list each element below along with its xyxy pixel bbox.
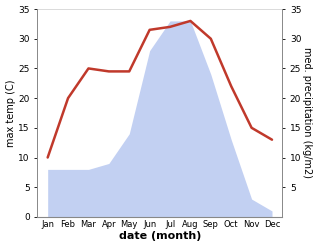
- Y-axis label: max temp (C): max temp (C): [5, 79, 16, 147]
- Y-axis label: med. precipitation (kg/m2): med. precipitation (kg/m2): [302, 47, 313, 179]
- X-axis label: date (month): date (month): [119, 231, 201, 242]
